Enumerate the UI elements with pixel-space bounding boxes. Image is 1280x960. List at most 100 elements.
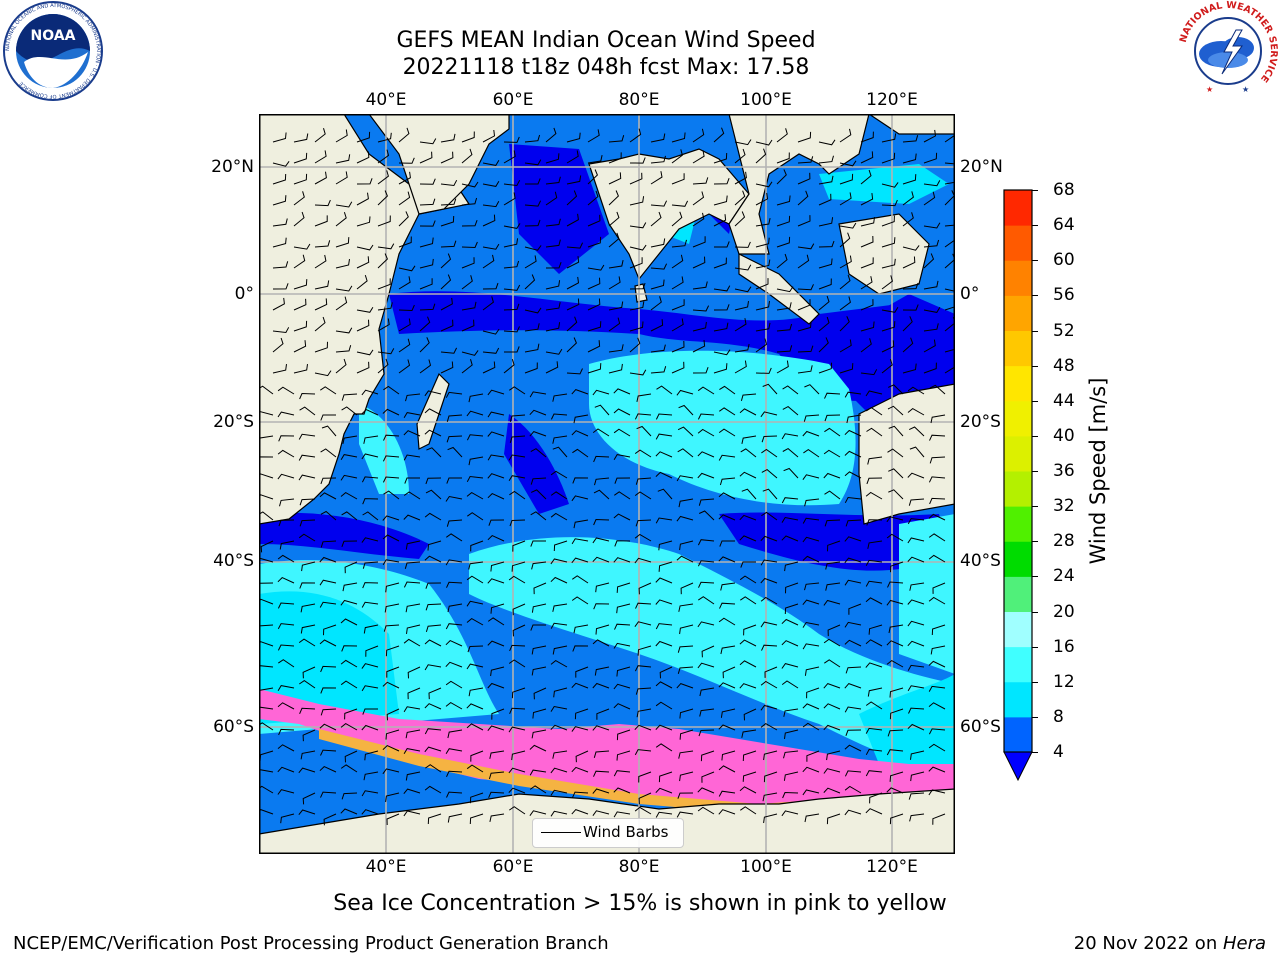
wind-barb — [823, 599, 841, 606]
wind-barb — [277, 386, 295, 395]
colorbar-band — [1004, 190, 1032, 226]
wind-barb — [385, 792, 400, 803]
wind-barb — [419, 316, 431, 332]
wind-barb — [314, 199, 331, 207]
wind-barb — [802, 517, 820, 524]
wind-barb — [593, 770, 610, 777]
wind-barb — [425, 603, 442, 611]
wind-barb — [320, 665, 337, 673]
wind-barb — [902, 245, 920, 251]
footer-credit: NCEP/EMC/Verification Post Processing Pr… — [13, 933, 609, 954]
wind-barb — [272, 195, 287, 206]
wind-barb — [445, 623, 463, 630]
wind-barb — [503, 192, 516, 206]
wind-barb — [320, 687, 337, 694]
wind-barb — [364, 750, 379, 761]
wind-barb — [740, 393, 757, 402]
lon-tick-top-60e: 60°E — [492, 90, 534, 110]
wind-barb — [299, 582, 316, 589]
wind-barb — [692, 128, 705, 143]
wind-barb — [734, 343, 750, 353]
wind-barb — [566, 256, 580, 269]
wind-barb — [802, 474, 820, 480]
wind-barb — [277, 685, 295, 691]
wind-barb — [776, 128, 788, 143]
wind-barb — [319, 556, 337, 563]
wind-barb — [803, 448, 820, 458]
wind-barb — [844, 744, 862, 752]
wind-barb — [886, 599, 904, 606]
wind-barb — [655, 413, 673, 420]
wind-barb — [634, 449, 652, 458]
wind-barb — [466, 764, 484, 773]
wind-barb — [467, 645, 484, 653]
wind-barb — [797, 156, 814, 164]
wind-barb — [293, 191, 305, 206]
wind-barb — [571, 682, 589, 689]
wind-barb — [587, 363, 602, 374]
wind-barb — [573, 519, 589, 529]
wind-barb — [425, 582, 442, 589]
wind-barb — [806, 750, 820, 762]
wind-barb — [655, 724, 673, 731]
wind-barb — [844, 706, 862, 713]
wind-barb — [461, 301, 477, 311]
wind-barb — [572, 791, 589, 798]
wind-barb — [734, 360, 747, 374]
wind-barb — [700, 750, 715, 762]
wind-barb — [868, 624, 883, 635]
wind-barb — [470, 750, 484, 762]
wind-barb — [907, 537, 925, 544]
wind-barb — [524, 343, 540, 353]
colorbar-tick-mark — [1032, 541, 1038, 543]
wind-barb — [865, 491, 883, 500]
wind-barb — [503, 179, 521, 187]
wind-barb — [503, 326, 520, 333]
wind-barb — [692, 305, 710, 312]
wind-barb — [425, 764, 442, 773]
wind-barb — [760, 621, 778, 628]
wind-barb — [802, 599, 820, 606]
wind-barb — [553, 540, 568, 552]
wind-barb — [594, 477, 610, 486]
colorbar-tick-mark — [1032, 260, 1038, 262]
wind-barb — [468, 393, 484, 403]
wind-barb — [530, 489, 547, 500]
wind-barb — [734, 241, 751, 248]
wind-barb — [839, 274, 851, 290]
wind-barb — [531, 645, 547, 655]
wind-barb — [279, 498, 295, 507]
wind-barb — [356, 244, 374, 251]
wind-barb — [719, 407, 736, 416]
wind-barb — [613, 683, 631, 690]
wind-barb — [302, 666, 316, 679]
wind-barb — [887, 581, 904, 588]
wind-barb — [824, 392, 841, 399]
wind-barb — [383, 624, 400, 632]
lat-tick-right-60s: 60°S — [960, 717, 1001, 737]
colorbar-tick: 60 — [1053, 250, 1075, 271]
wind-barb — [341, 511, 358, 521]
wind-barb — [461, 350, 479, 356]
wind-barb — [784, 729, 799, 739]
wind-barb — [403, 706, 421, 713]
wind-barb — [377, 253, 388, 269]
wind-barb — [356, 256, 370, 269]
wind-barb — [587, 154, 603, 164]
wind-barb — [277, 623, 295, 630]
wind-barb — [362, 708, 378, 715]
wind-barb — [489, 813, 505, 823]
wind-barb — [636, 708, 652, 718]
wind-barb — [655, 640, 673, 647]
wind-barb — [524, 362, 538, 374]
wind-barb — [552, 446, 568, 458]
wind-barb — [866, 406, 883, 416]
wind-barb — [482, 347, 500, 354]
wind-barb — [382, 408, 400, 416]
colorbar-tick: 48 — [1053, 355, 1075, 376]
wind-barb — [902, 256, 916, 269]
wind-barb — [446, 791, 463, 798]
wind-barb — [340, 764, 358, 773]
wind-barb — [509, 435, 526, 443]
wind-barb — [650, 211, 662, 227]
